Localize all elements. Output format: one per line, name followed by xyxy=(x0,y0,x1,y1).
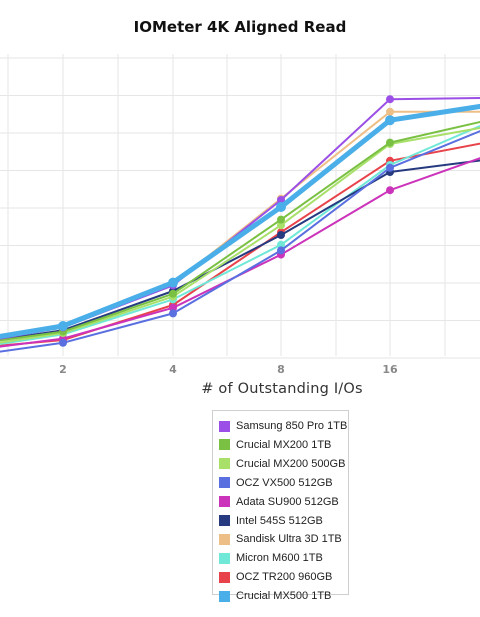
legend-label: Adata SU900 512GB xyxy=(236,495,339,508)
legend-item[interactable]: Crucial MX500 1TB xyxy=(219,588,331,604)
data-point xyxy=(385,115,395,126)
data-point xyxy=(168,277,178,288)
series-crucial-mx500-1tb xyxy=(0,103,480,339)
data-point xyxy=(386,186,394,195)
data-point xyxy=(386,95,394,104)
legend-label: Micron M600 1TB xyxy=(236,552,323,565)
data-point xyxy=(277,196,285,204)
series-line xyxy=(0,142,480,347)
data-point xyxy=(277,231,285,239)
series-line xyxy=(0,130,480,353)
x-tick-label: 4 xyxy=(169,363,177,376)
series-ocz-vx500-512gb xyxy=(0,130,480,353)
data-point xyxy=(386,138,394,147)
legend-label: OCZ TR200 960GB xyxy=(236,571,333,584)
series-line xyxy=(0,124,480,346)
x-tick-label: 2 xyxy=(59,363,67,376)
legend-label: Crucial MX200 500GB xyxy=(236,457,346,470)
legend-item[interactable]: Micron M600 1TB xyxy=(219,550,323,566)
legend-swatch xyxy=(219,515,230,526)
x-axis-label: # of Outstanding I/Os xyxy=(201,381,363,397)
legend-swatch xyxy=(219,590,230,602)
data-point xyxy=(386,163,394,172)
data-point xyxy=(277,221,285,230)
series-line xyxy=(0,103,480,339)
legend-swatch xyxy=(219,420,230,432)
data-point xyxy=(276,202,286,212)
series-ocz-tr200-960gb xyxy=(0,142,480,347)
legend-swatch xyxy=(219,552,230,564)
legend-swatch xyxy=(219,571,230,583)
legend-swatch xyxy=(219,496,230,508)
data-point xyxy=(169,309,177,318)
legend-item[interactable]: Crucial MX200 1TB xyxy=(219,437,331,453)
series-layer xyxy=(0,95,480,353)
line-chart-plot: 2 4 8 16 xyxy=(0,54,480,376)
legend-item[interactable]: Sandisk Ultra 3D 1TB xyxy=(219,531,342,547)
data-point xyxy=(169,303,177,312)
data-point xyxy=(277,215,285,224)
data-point xyxy=(59,338,67,347)
legend-swatch xyxy=(219,439,230,451)
legend-item[interactable]: Adata SU900 512GB xyxy=(219,494,339,510)
data-point xyxy=(277,240,285,249)
legend-label: Sandisk Ultra 3D 1TB xyxy=(236,533,342,546)
series-line xyxy=(0,126,480,344)
legend-item[interactable]: Samsung 850 Pro 1TB xyxy=(219,418,347,434)
series-sandisk-ultra-3d-1tb xyxy=(0,107,480,338)
legend-item[interactable]: OCZ TR200 960GB xyxy=(219,569,332,585)
legend-label: OCZ VX500 512GB xyxy=(236,476,333,489)
legend-item[interactable]: Crucial MX200 500GB xyxy=(219,456,345,472)
legend-swatch xyxy=(219,533,230,545)
series-line xyxy=(0,120,480,342)
x-tick-labels: 2 4 8 16 xyxy=(59,363,398,376)
legend-label: Samsung 850 Pro 1TB xyxy=(236,420,348,432)
legend-item[interactable]: Intel 545S 512GB xyxy=(219,513,323,529)
legend-item[interactable]: OCZ VX500 512GB xyxy=(219,475,333,491)
data-point xyxy=(386,107,394,116)
x-tick-label: 16 xyxy=(382,363,398,376)
series-line xyxy=(0,97,480,340)
series-line xyxy=(0,110,480,338)
legend-label: Crucial MX500 1TB xyxy=(236,590,332,603)
legend-swatch xyxy=(219,458,230,470)
legend-label: Crucial MX200 1TB xyxy=(236,438,332,451)
series-line xyxy=(0,159,480,341)
data-point xyxy=(58,321,68,331)
legend: Samsung 850 Pro 1TB Crucial MX200 1TB Cruc… xyxy=(212,410,349,602)
x-tick-label: 8 xyxy=(277,363,285,376)
data-point xyxy=(277,246,285,255)
data-point xyxy=(169,289,177,298)
chart-title: IOMeter 4K Aligned Read xyxy=(133,18,347,36)
legend-label: Intel 545S 512GB xyxy=(236,514,323,527)
grid-lines xyxy=(0,54,480,359)
legend-swatch xyxy=(219,477,230,489)
